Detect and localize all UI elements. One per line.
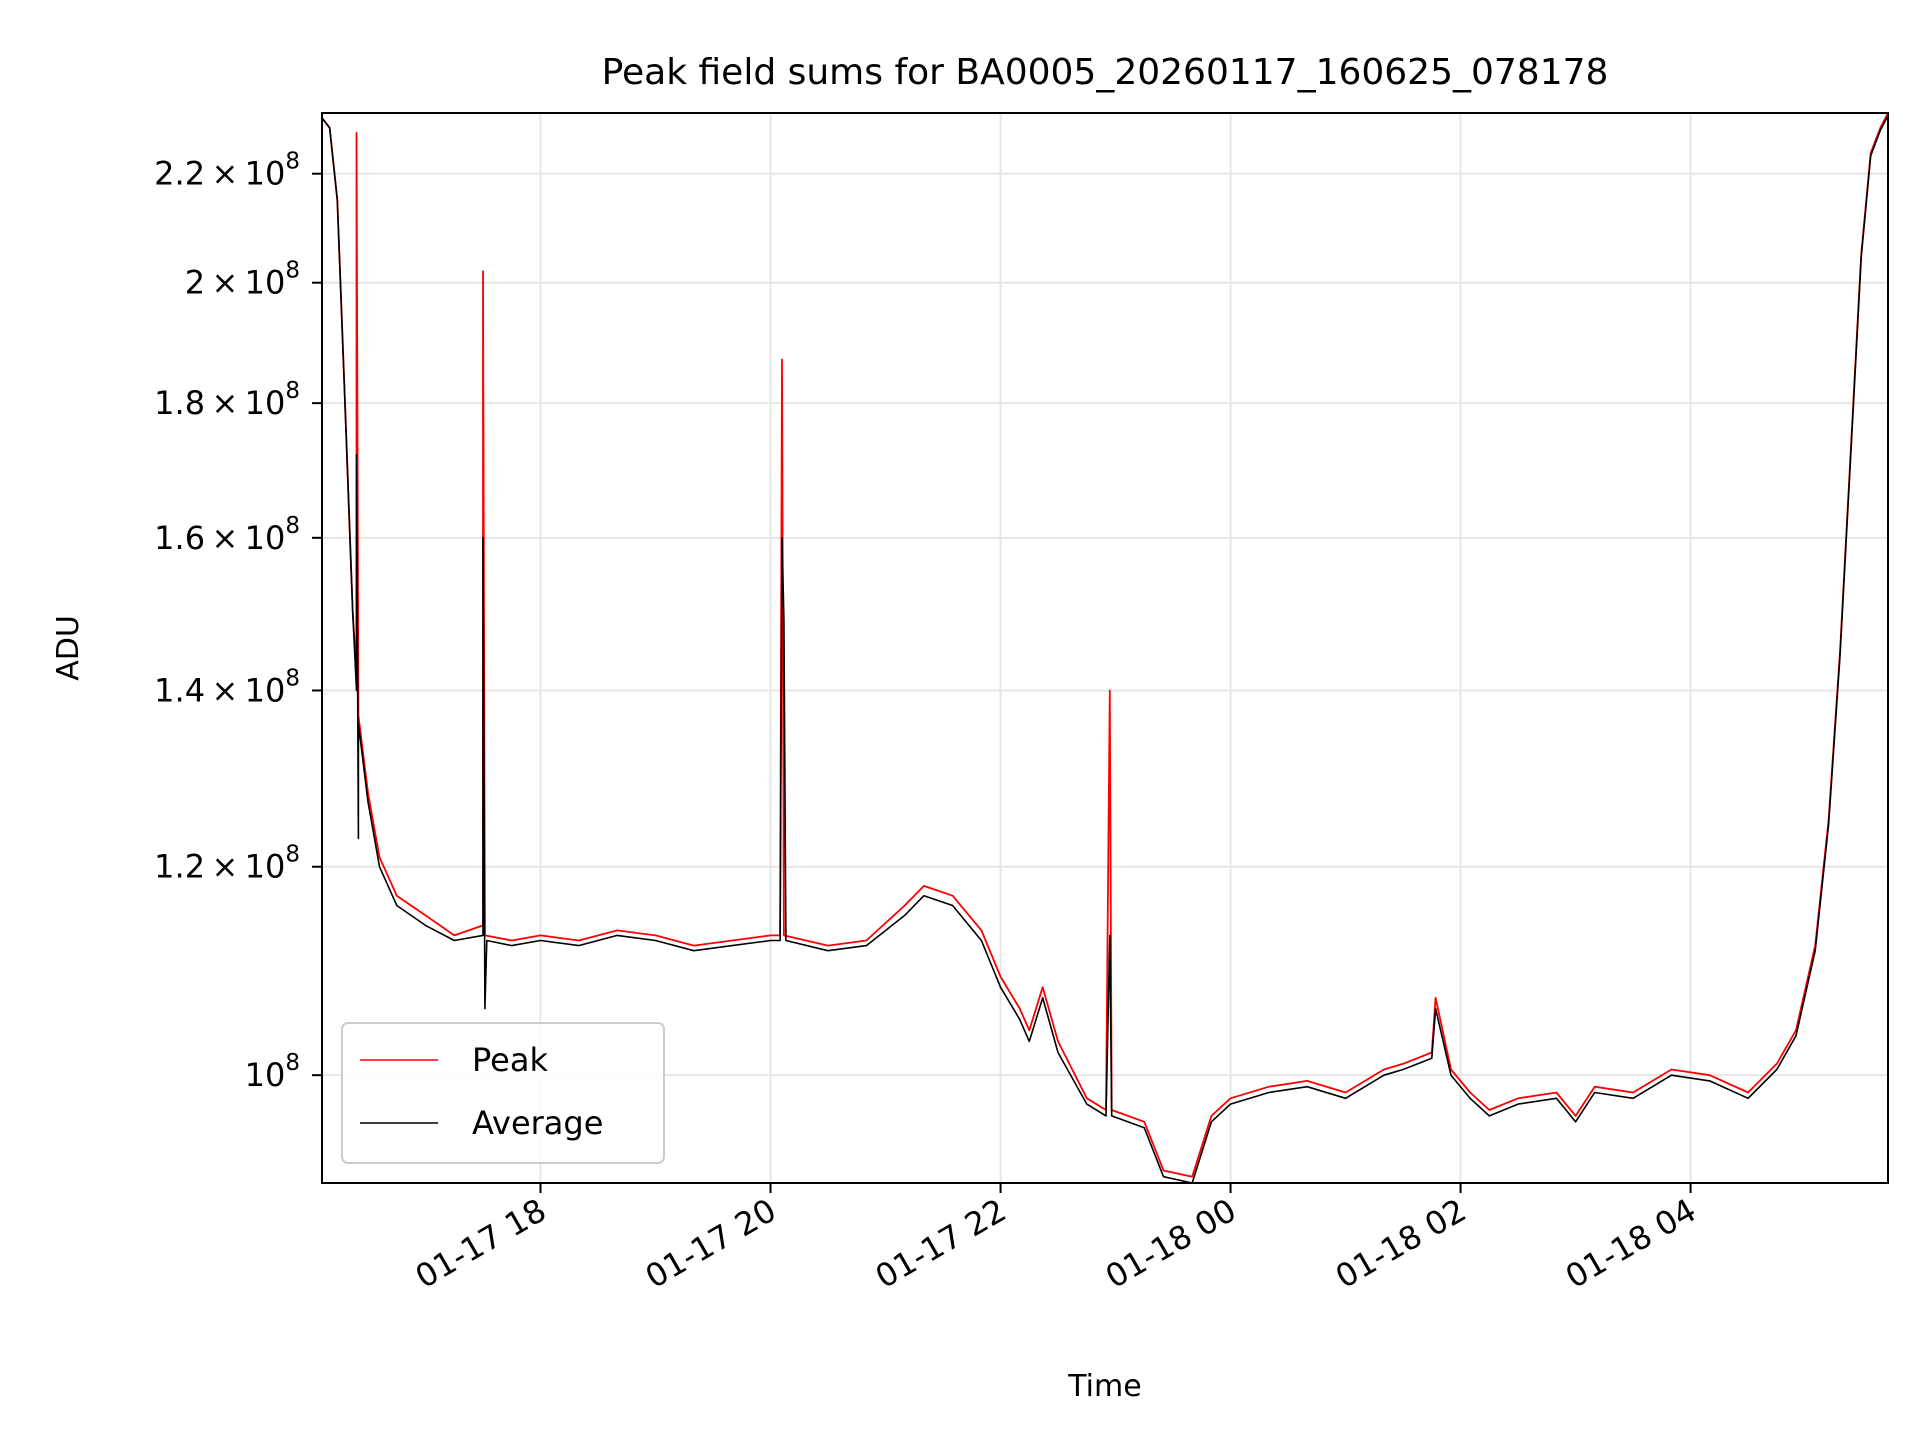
series-group xyxy=(321,112,1889,1184)
legend: Peak Average xyxy=(341,1022,665,1164)
grid xyxy=(322,113,1888,1183)
series-line-peak xyxy=(321,112,1889,1178)
x-axis-label: Time xyxy=(1067,1369,1141,1404)
legend-box xyxy=(341,1022,665,1164)
y-axis: 108 1.2 × 108 1.4 × 108 1.6 × 108 1.8 × 108 2… xyxy=(154,149,322,1094)
y-tick-label: 2.2 × 108 xyxy=(154,149,300,193)
y-tick-label: 1.2 × 108 xyxy=(154,842,300,886)
y-axis-label: ADU xyxy=(51,615,86,681)
y-tick-label: 1.6 × 108 xyxy=(154,513,300,557)
y-tick-label: 108 xyxy=(245,1050,300,1094)
series-line-average xyxy=(321,115,1889,1184)
y-tick-label: 1.8 × 108 xyxy=(154,378,300,422)
y-tick-label: 2 × 108 xyxy=(185,258,300,302)
legend-label-average: Average xyxy=(472,1104,603,1142)
plot-frame xyxy=(321,112,1889,1184)
chart-title: Peak field sums for BA0005_20260117_1606… xyxy=(602,52,1609,93)
legend-label-peak: Peak xyxy=(472,1041,548,1079)
y-tick-label: 1.4 × 108 xyxy=(154,665,300,709)
